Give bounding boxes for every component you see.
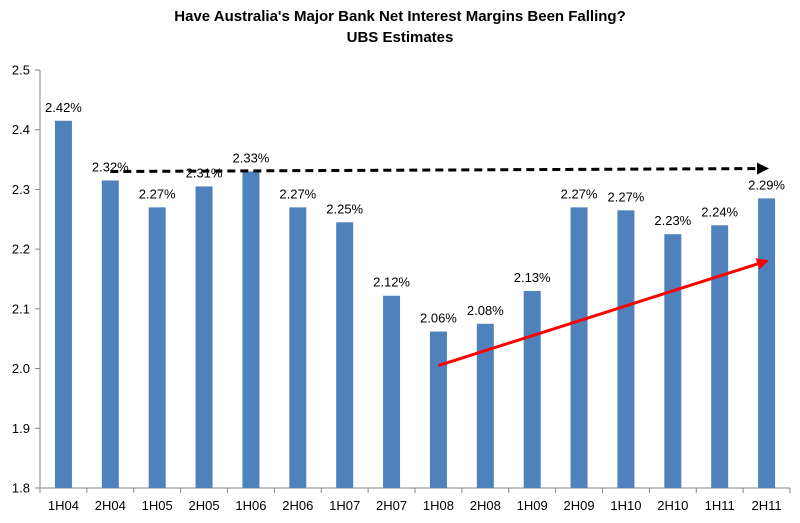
x-tick-label: 2H08 [470, 498, 501, 513]
x-tick-label: 1H04 [48, 498, 79, 513]
x-tick-label: 1H10 [610, 498, 641, 513]
rising-trend-arrow [437, 258, 769, 368]
chart-subtitle: UBS Estimates [346, 29, 454, 46]
x-tick-label: 2H04 [95, 498, 126, 513]
data-label: 2.42% [45, 100, 82, 115]
bar-1h07 [336, 222, 354, 488]
annotations [110, 162, 769, 368]
bar-2h11 [758, 198, 776, 488]
chart-title: Have Australia's Major Bank Net Interest… [174, 8, 626, 25]
x-tick-label: 2H10 [657, 498, 688, 513]
data-label: 2.32% [92, 159, 129, 174]
data-label: 2.24% [701, 204, 738, 219]
bar-2h10 [664, 234, 682, 488]
x-tick-label: 1H07 [329, 498, 360, 513]
data-label: 2.31% [186, 165, 223, 180]
x-tick-label: 1H08 [423, 498, 454, 513]
bar-1h05 [148, 207, 166, 489]
x-tick-label: 1H09 [517, 498, 548, 513]
bars [54, 120, 776, 489]
bar-2h09 [570, 207, 588, 489]
bar-2h06 [289, 207, 307, 489]
data-labels: 2.42% 2.32% 2.27% 2.31% 2.33% 2.27% 2.25% 2.12%… [45, 100, 785, 326]
chart-title-block: Have Australia's Major Bank Net Interest… [0, 6, 800, 48]
x-tick-label: 2H06 [282, 498, 313, 513]
data-label: 2.12% [373, 275, 410, 290]
x-tick-label: 1H06 [235, 498, 266, 513]
y-tick-label: 2.2 [12, 242, 30, 257]
bar-2h07 [383, 295, 401, 488]
bar-1h04 [54, 120, 72, 488]
x-tick-label: 2H11 [752, 498, 782, 513]
y-tick-label: 2.4 [12, 122, 30, 137]
data-label: 2.33% [233, 151, 270, 166]
x-tick-label: 2H05 [189, 498, 220, 513]
y-tick-label: 2.3 [12, 182, 30, 197]
data-label: 2.25% [326, 201, 363, 216]
bar-2h05 [195, 186, 213, 488]
bar-1h11 [711, 225, 729, 488]
bar-1h08 [429, 331, 447, 488]
x-tick-label: 2H09 [564, 498, 595, 513]
x-tick-label: 1H05 [142, 498, 173, 513]
x-tick-label: 2H07 [376, 498, 407, 513]
y-tick-label: 2.1 [12, 301, 30, 316]
data-label: 2.08% [467, 303, 504, 318]
bar-1h09 [523, 290, 541, 488]
data-label: 2.23% [654, 213, 691, 228]
y-tick-label: 1.8 [12, 481, 30, 496]
x-tick-label: 1H11 [705, 498, 735, 513]
data-label: 2.13% [514, 270, 551, 285]
y-tick-label: 2.5 [12, 63, 30, 78]
bar-1h06 [242, 171, 260, 488]
flat-trend-arrow [110, 162, 769, 175]
data-label: 2.06% [420, 311, 457, 326]
data-label: 2.27% [139, 186, 176, 201]
y-tick-label: 1.9 [12, 421, 30, 436]
data-label: 2.27% [561, 186, 598, 201]
data-label: 2.27% [279, 186, 316, 201]
bar-2h04 [101, 180, 119, 488]
data-label: 2.27% [608, 189, 645, 204]
bar-2h08 [476, 323, 494, 488]
y-tick-label: 2.0 [12, 361, 30, 376]
data-label: 2.29% [748, 177, 785, 192]
bar-1h10 [617, 210, 635, 489]
